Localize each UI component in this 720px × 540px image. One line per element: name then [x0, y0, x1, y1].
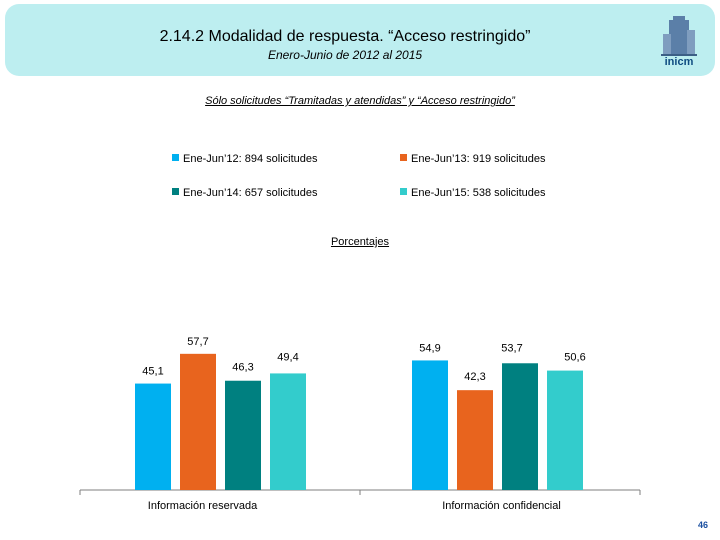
legend-swatch — [172, 188, 179, 195]
logo-text: inicm — [664, 56, 694, 68]
legend-swatch — [400, 188, 407, 195]
bar — [412, 360, 448, 490]
legend-label: Ene-Jun’12: 894 solicitudes — [183, 153, 318, 165]
legend-label: Ene-Jun’14: 657 solicitudes — [183, 187, 318, 199]
category-label: Información reservada — [148, 500, 258, 512]
data-label: 54,9 — [419, 342, 440, 354]
bar — [135, 383, 171, 490]
legend-label: Ene-Jun’13: 919 solicitudes — [411, 153, 546, 165]
bar — [180, 353, 216, 490]
legend-item: Ene-Jun’15: 538 solicitudes — [400, 187, 546, 199]
building-logo-icon: inicm — [659, 14, 699, 76]
header-banner: 2.14.2 Modalidad de respuesta. “Acceso r… — [5, 4, 715, 76]
data-label: 45,1 — [142, 366, 163, 378]
data-label: 50,6 — [564, 352, 585, 364]
bar — [225, 380, 261, 490]
filter-note: Sólo solicitudes “Tramitadas y atendidas… — [205, 95, 515, 107]
page-title: 2.14.2 Modalidad de respuesta. “Acceso r… — [159, 28, 531, 45]
logo-graphic — [661, 16, 697, 56]
page-subtitle: Enero-Junio de 2012 al 2015 — [267, 48, 423, 62]
legend-item: Ene-Jun’12: 894 solicitudes — [172, 153, 318, 165]
legend-swatch — [400, 154, 407, 161]
category-label: Información confidencial — [442, 500, 561, 512]
legend-item: Ene-Jun’13: 919 solicitudes — [400, 153, 546, 165]
data-label: 49,4 — [277, 351, 298, 363]
legend-swatch — [172, 154, 179, 161]
legend-label: Ene-Jun’15: 538 solicitudes — [411, 187, 546, 199]
data-label: 46,3 — [232, 362, 253, 374]
page-number: 46 — [697, 520, 708, 530]
bar — [457, 390, 493, 490]
data-label: 42,3 — [464, 371, 485, 383]
bar — [547, 370, 583, 490]
legend-item: Ene-Jun’14: 657 solicitudes — [172, 187, 318, 199]
bar — [502, 363, 538, 490]
data-label: 57,7 — [187, 336, 208, 348]
bar — [270, 373, 306, 490]
unit-label: Porcentajes — [330, 236, 390, 248]
data-label: 53,7 — [501, 342, 522, 354]
